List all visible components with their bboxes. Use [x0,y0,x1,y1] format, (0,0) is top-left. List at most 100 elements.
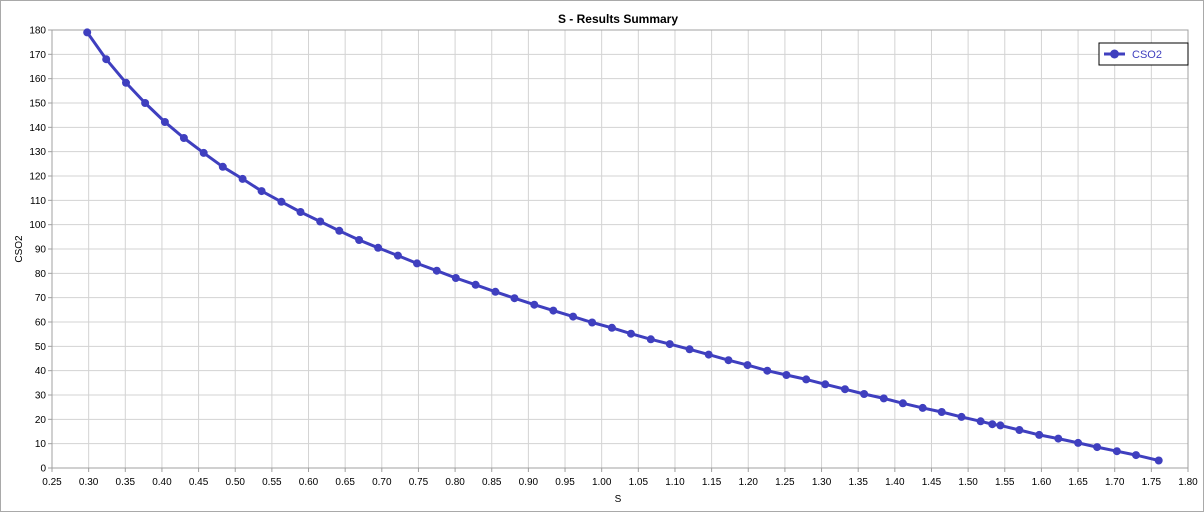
data-point [296,208,305,216]
x-tick-label: 0.75 [409,477,429,488]
legend-box [1098,42,1189,66]
y-tick-label: 110 [30,196,46,207]
x-tick-label: 1.80 [1178,477,1198,488]
data-point [763,366,772,375]
y-tick-label: 160 [29,74,46,85]
x-tick-label: 0.30 [79,477,99,488]
data-point [471,280,480,289]
y-tick-label: 30 [35,391,47,402]
data-point [1154,456,1163,465]
data-point [530,300,539,309]
data-point [724,356,733,365]
y-tick-label: 140 [29,123,46,134]
data-point [976,417,985,426]
data-point [1112,447,1121,456]
data-point [937,408,946,416]
data-point [199,148,208,157]
data-point [355,236,364,244]
data-point [646,335,655,344]
x-tick-label: 1.50 [958,477,978,488]
x-tick-label: 1.00 [592,477,612,488]
x-tick-label: 0.65 [335,477,355,488]
x-tick-label: 1.20 [739,477,759,488]
y-tick-label: 170 [29,50,46,61]
x-tick-label: 1.40 [885,477,905,488]
data-point [160,118,169,126]
x-tick-label: 0.80 [445,477,465,488]
x-tick-label: 0.55 [262,477,282,488]
data-point [1015,426,1024,434]
grid [51,29,1189,469]
y-tick-label: 70 [35,293,47,304]
y-tick-label: 100 [29,220,46,231]
data-point [510,294,519,303]
x-tick-label: 0.85 [482,477,502,488]
x-tick-label: 0.25 [42,477,62,488]
data-point [413,259,421,268]
data-point [1074,438,1083,447]
data-point [665,340,674,349]
x-tick-label: 0.45 [189,477,209,488]
data-point [393,251,402,260]
x-tick-label: 1.75 [1142,477,1162,488]
data-point [257,187,266,196]
data-point [374,243,383,252]
data-point [704,350,713,359]
x-tick-label: 1.45 [922,477,942,488]
chart-title: S - Results Summary [558,12,678,26]
data-point [335,226,344,235]
data-point [802,375,811,384]
data-point [277,197,286,206]
data-point [83,28,92,37]
data-point [1132,451,1140,460]
x-axis-label: S [615,494,622,505]
x-tick-label: 1.55 [995,477,1015,488]
y-tick-label: 180 [29,26,46,37]
data-point [1093,443,1102,452]
x-tick-label: 1.70 [1105,477,1125,488]
y-tick-label: 60 [35,318,47,329]
data-point [743,361,752,370]
y-axis-label: CSO2 [14,235,25,263]
x-tick-label: 0.60 [299,477,319,488]
legend[interactable]: CSO2 [1098,42,1189,66]
data-point [685,345,694,354]
y-tick-label: 130 [29,147,46,158]
data-point [491,287,500,296]
data-point [918,403,927,412]
y-tick-label: 80 [35,269,47,280]
y-tick-label: 20 [35,415,47,426]
series-points [83,28,1163,465]
legend-entry-cso2: CSO2 [1132,49,1162,61]
y-tick-label: 0 [40,464,46,475]
data-point [841,385,849,394]
data-point [821,380,830,389]
data-point [102,55,111,64]
x-tick-label: 0.50 [225,477,245,488]
x-tick-label: 1.25 [775,477,795,488]
x-tick-label: 1.65 [1068,477,1088,488]
legend-marker-icon [1110,49,1119,59]
x-tick-label: 1.30 [812,477,832,488]
y-tick-label: 10 [35,439,47,450]
x-tick-label: 1.35 [848,477,868,488]
data-point [588,318,597,327]
data-point [1054,434,1063,443]
data-point [122,78,130,87]
data-point [957,412,966,421]
data-point [782,371,791,379]
y-tick-label: 150 [29,99,46,110]
data-point [1035,430,1044,439]
data-point [432,266,441,275]
series-line-cso2 [85,31,1160,462]
data-point [218,162,227,171]
x-tick-label: 0.70 [372,477,392,488]
data-point [179,134,188,142]
data-point [988,420,997,429]
x-tick-label: 0.40 [152,477,172,488]
data-point [549,306,558,315]
data-point [569,312,578,321]
data-point [451,274,460,282]
